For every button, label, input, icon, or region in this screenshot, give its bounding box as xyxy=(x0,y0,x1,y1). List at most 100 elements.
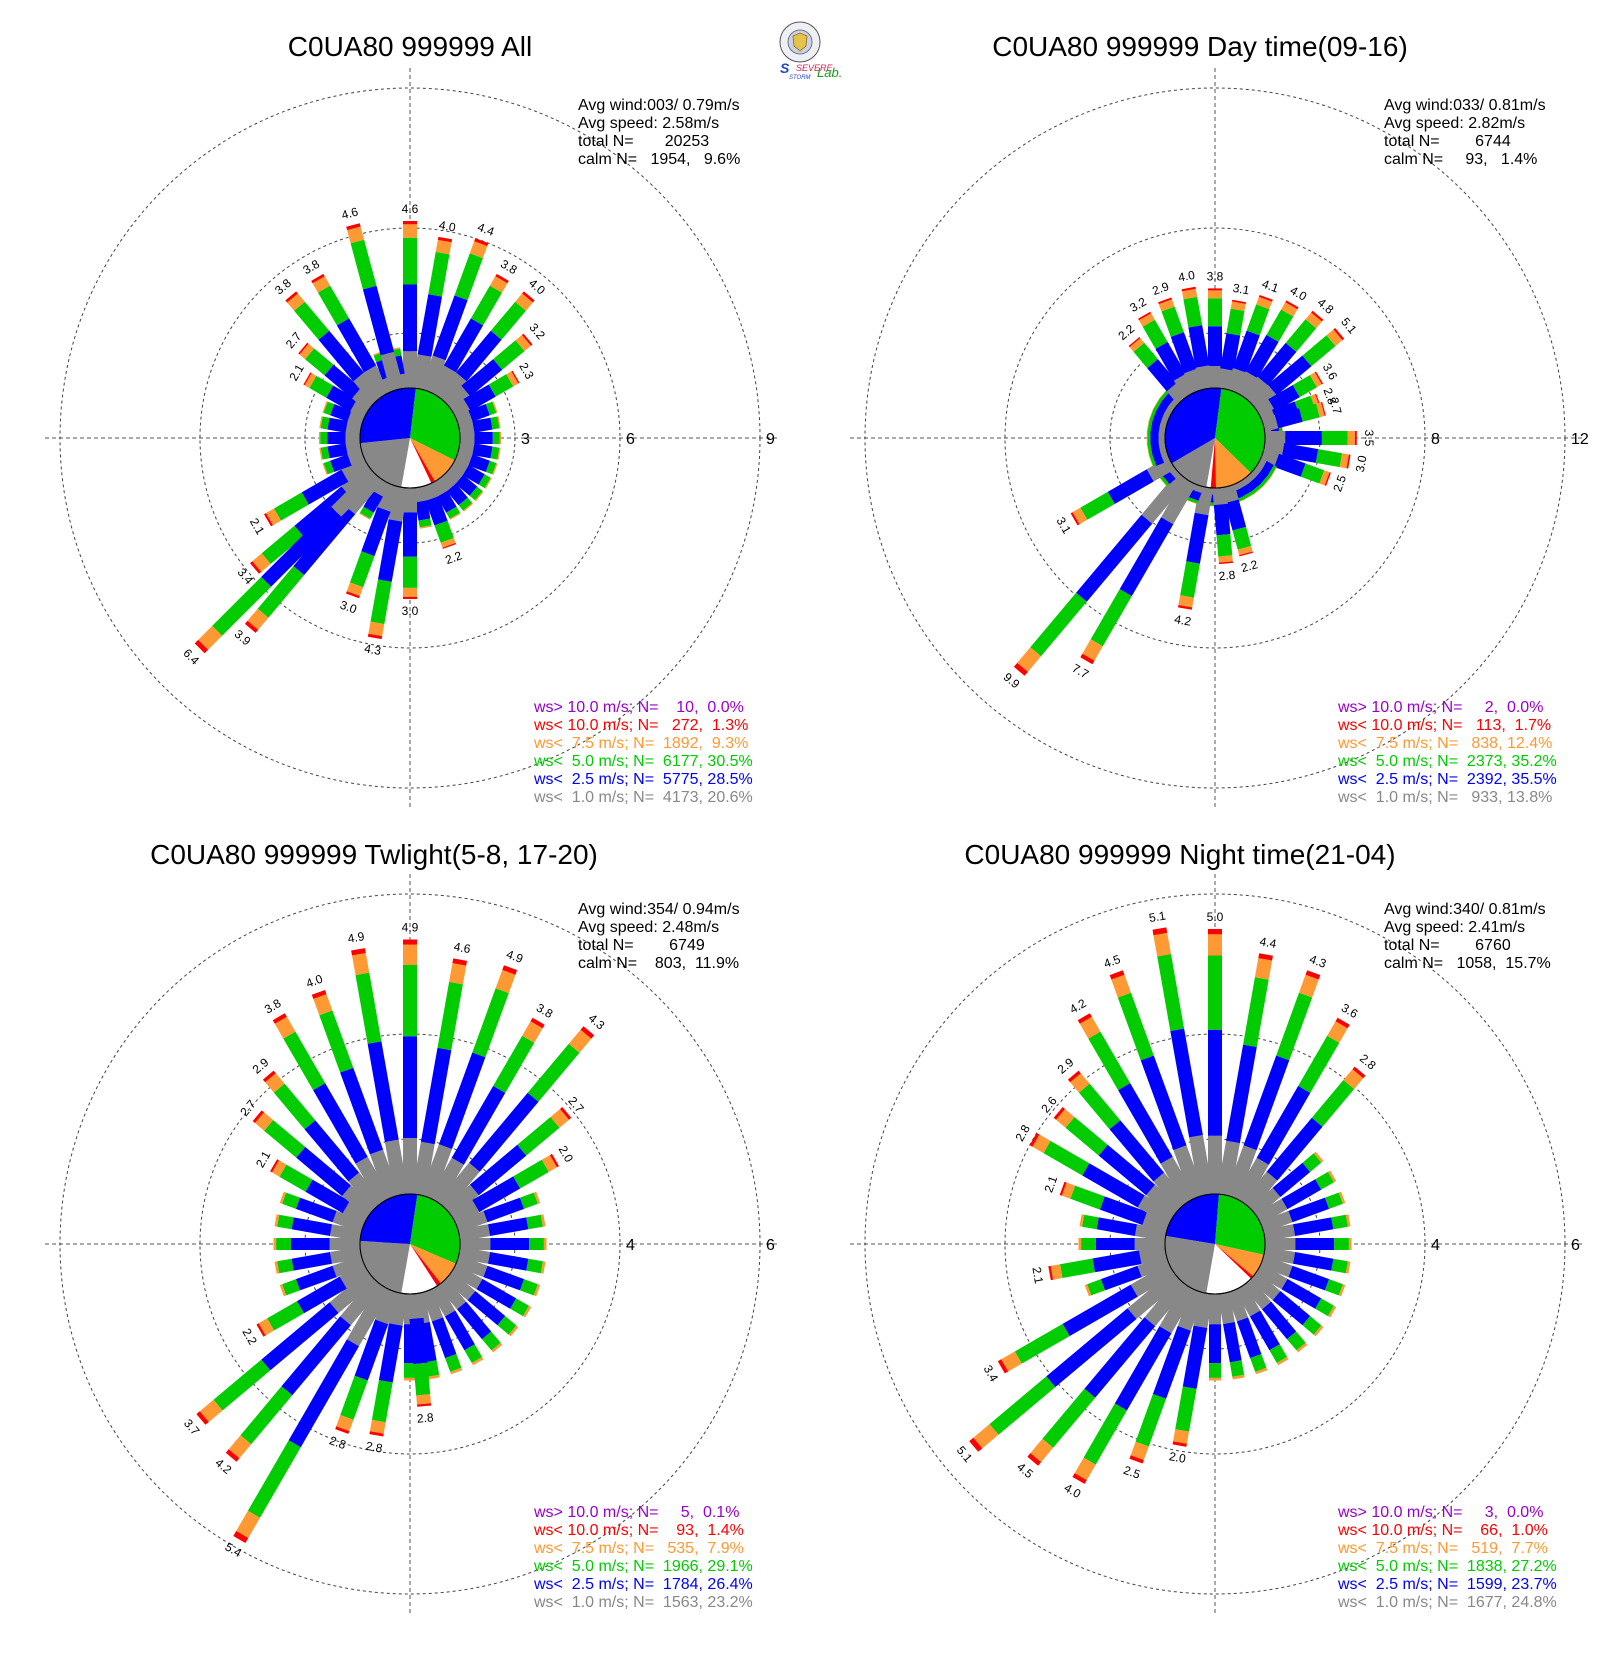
bar-280-segment-lt75 xyxy=(1146,420,1150,433)
logo-s-glyph: S xyxy=(780,60,790,76)
bar-250-segment-lt75 xyxy=(279,1284,287,1297)
bar-270-segment-lt75 xyxy=(273,1238,277,1250)
bar-10-segment-lt25 xyxy=(1220,333,1241,371)
bar-60-segment-lt1 xyxy=(449,1200,480,1226)
bar-340-segment-lt25 xyxy=(1170,332,1198,374)
bar-20-segment-lt25 xyxy=(1233,330,1260,373)
bar-260-segment-lt25 xyxy=(1150,441,1161,456)
center-pie-slice-lt5 xyxy=(1215,388,1266,473)
bar-30-segment-lt75 xyxy=(1281,302,1298,317)
bar-30-segment-lt10 xyxy=(530,1017,545,1029)
bar-230-segment-lt75 xyxy=(1158,476,1167,487)
bar-100-segment-lt5 xyxy=(1331,1258,1348,1274)
bar-120-segment-lt75 xyxy=(523,1305,532,1318)
bar-240-segment-lt1 xyxy=(339,1262,371,1289)
bar-220-segment-lt10 xyxy=(1013,662,1028,676)
bar-200-segment-lt1 xyxy=(375,1288,400,1325)
bar-330-segment-lt1 xyxy=(364,365,392,399)
legend-entry-gt10: ws> 10.0 m/s; N= 10, 0.0% xyxy=(533,699,744,716)
bar-10-segment-lt10 xyxy=(1232,299,1247,304)
bar-200-segment-lt5 xyxy=(340,1375,368,1420)
bar-180-segment-lt5 xyxy=(404,1363,416,1378)
bar-label-350: 4.9 xyxy=(347,929,366,946)
bar-50-segment-lt75 xyxy=(1313,1151,1324,1163)
bar-0-segment-lt5 xyxy=(403,965,417,1037)
bar-120-segment-lt1 xyxy=(1255,1263,1288,1290)
bar-330-segment-lt10 xyxy=(272,1013,287,1024)
bar-280-segment-lt75 xyxy=(274,1214,280,1227)
bar-50-segment-lt75 xyxy=(1326,329,1343,346)
bar-220-segment-lt10 xyxy=(225,1449,240,1462)
bar-240-segment-lt75 xyxy=(266,508,281,526)
center-pie-outline xyxy=(1164,387,1266,489)
bar-30-segment-lt10 xyxy=(1335,1017,1350,1029)
bar-75-segment-lt5 xyxy=(1299,403,1320,422)
bar-130-segment-lt5 xyxy=(1302,1316,1322,1335)
legend-entry-gt10: ws> 10.0 m/s; N= 2, 0.0% xyxy=(1337,699,1543,716)
bar-220-segment-lt5 xyxy=(1042,1388,1096,1448)
bar-330-segment-lt75 xyxy=(312,276,331,293)
bar-40-segment-lt10 xyxy=(1311,310,1324,322)
bar-190-segment-lt10 xyxy=(367,633,383,640)
info-line-3: total N= 6744 xyxy=(1384,133,1511,150)
bar-60-segment-lt75 xyxy=(506,371,519,387)
center-pie-slice-lt10 xyxy=(1210,438,1216,489)
bar-110-segment-lt25 xyxy=(468,454,490,472)
bar-100-segment-lt25 xyxy=(1293,1252,1334,1271)
bar-70-segment-lt25 xyxy=(468,404,490,422)
bar-230-segment-lt25 xyxy=(261,1302,339,1371)
bar-190-segment-lt5 xyxy=(1175,1386,1197,1432)
bar-180-segment-lt75 xyxy=(403,587,417,597)
bar-310-segment-lt1 xyxy=(342,1185,377,1218)
bar-190-segment-lt75 xyxy=(369,1419,386,1434)
bar-0-segment-lt25 xyxy=(403,1036,417,1138)
bar-70-segment-lt5 xyxy=(1325,1192,1343,1209)
bar-100-segment-lt75 xyxy=(540,1261,546,1274)
info-line-2: Avg speed: 2.48m/s xyxy=(578,919,719,936)
bar-180-segment-lt1 xyxy=(1209,1294,1221,1325)
bar-140-segment-lt1 xyxy=(437,472,456,492)
bar-80-segment-lt25 xyxy=(1293,1217,1334,1236)
bar-130-segment-lt5 xyxy=(497,1316,517,1335)
bar-220-segment-lt75 xyxy=(1017,647,1041,672)
bar-210-segment-lt5 xyxy=(247,1440,301,1518)
bar-100-segment-lt5 xyxy=(490,446,500,460)
bar-50-segment-lt1 xyxy=(1249,1187,1281,1217)
bar-320-segment-lt10 xyxy=(285,291,298,303)
legend-entry-lt10: ws< 10.0 m/s; N= 66, 1.0% xyxy=(1337,1522,1548,1539)
bar-80-segment-lt25 xyxy=(488,1217,529,1236)
bar-40-segment-lt75 xyxy=(568,1029,592,1053)
bar-label-10: 4.0 xyxy=(438,218,457,235)
bar-320-segment-lt25 xyxy=(318,330,365,382)
bar-label-220: 3.9 xyxy=(232,627,254,649)
bar-200-segment-lt1 xyxy=(1177,1288,1205,1331)
center-pie-outline xyxy=(1164,1193,1266,1295)
bar-250-segment-lt5 xyxy=(323,460,335,475)
bar-230-segment-lt75 xyxy=(199,1399,223,1422)
bar-350-segment-lt1 xyxy=(1189,1135,1214,1196)
bar-290-segment-lt10 xyxy=(1059,1181,1067,1196)
bar-label-240: 3.1 xyxy=(1053,515,1074,537)
bar-230-segment-lt10 xyxy=(250,561,262,574)
panel-title: C0UA80 999999 Night time(21-04) xyxy=(964,839,1395,870)
bar-190-segment-lt25 xyxy=(1182,1325,1208,1389)
bar-250-segment-lt1 xyxy=(332,1255,366,1278)
center-pie-slice-lt25 xyxy=(360,387,416,444)
bar-180-segment-lt5 xyxy=(403,556,417,588)
bar-40-segment-lt25 xyxy=(1266,1117,1323,1181)
bar-20-segment-lt1 xyxy=(420,355,446,394)
bar-120-segment-lt25 xyxy=(1281,1278,1322,1309)
bar-40-segment-lt10 xyxy=(1352,1066,1366,1079)
bar-130-segment-lt75 xyxy=(1313,1325,1324,1337)
bar-140-segment-lt1 xyxy=(1242,1278,1272,1310)
bar-50-segment-lt25 xyxy=(1272,1162,1311,1197)
bar-270-segment-lt5 xyxy=(320,432,328,444)
bar-260-segment-lt5 xyxy=(277,1258,294,1274)
bar-350-segment-lt10 xyxy=(1181,286,1196,292)
bar-260-segment-lt1 xyxy=(1158,440,1167,454)
bar-120-segment-lt5 xyxy=(478,474,491,489)
bar-50-segment-lt1 xyxy=(443,385,471,412)
bar-100-segment-lt25 xyxy=(472,443,493,459)
bar-label-260: 2.1 xyxy=(1029,1266,1046,1285)
bar-175-segment-lt5 xyxy=(413,1362,431,1396)
